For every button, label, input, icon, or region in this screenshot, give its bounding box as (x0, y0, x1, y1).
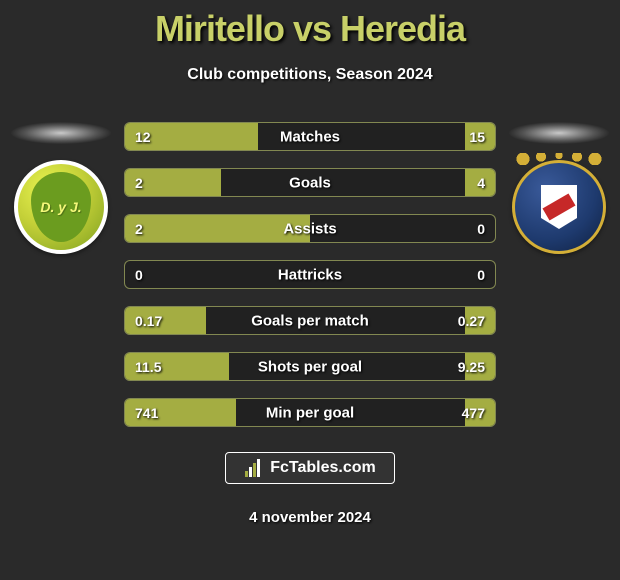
footer-date: 4 november 2024 (0, 509, 620, 526)
stat-row: 741 Min per goal 477 (124, 398, 496, 427)
shadow-ellipse (11, 122, 111, 144)
stat-row: 2 Assists 0 (124, 214, 496, 243)
left-badge-inner: D. y J. (31, 172, 91, 242)
stat-value-right: 0 (477, 267, 485, 283)
stat-row: 0.17 Goals per match 0.27 (124, 306, 496, 335)
stat-value-left: 0 (135, 267, 143, 283)
stat-label: Matches (280, 128, 340, 145)
stat-value-right: 477 (462, 405, 485, 421)
stat-value-left: 11.5 (135, 359, 161, 375)
stat-value-left: 2 (135, 175, 143, 191)
right-team-badge (512, 160, 606, 254)
content-area: D. y J. 12 Matches 15 2 Goals 4 2 Assists 0 0 Hatt… (0, 122, 620, 444)
stat-value-right: 0.27 (458, 313, 485, 329)
chart-icon (244, 459, 264, 477)
stat-value-left: 12 (135, 129, 151, 145)
stat-row: 2 Goals 4 (124, 168, 496, 197)
right-team-side (504, 122, 614, 254)
stat-row: 11.5 Shots per goal 9.25 (124, 352, 496, 381)
stat-value-left: 741 (135, 405, 158, 421)
page-subtitle: Club competitions, Season 2024 (0, 66, 620, 84)
header: Miritello vs Heredia Club competitions, … (0, 0, 620, 84)
footer: FcTables.com 4 november 2024 (0, 452, 620, 526)
page-title: Miritello vs Heredia (0, 8, 620, 50)
left-team-side: D. y J. (6, 122, 116, 254)
shadow-ellipse (509, 122, 609, 144)
stat-value-right: 0 (477, 221, 485, 237)
stats-container: 12 Matches 15 2 Goals 4 2 Assists 0 0 Hattricks 0 0.… (116, 122, 504, 444)
stat-value-left: 2 (135, 221, 143, 237)
stat-label: Assists (283, 220, 336, 237)
stat-label: Min per goal (266, 404, 354, 421)
stat-value-right: 15 (469, 129, 485, 145)
brand-text: FcTables.com (270, 459, 376, 477)
stat-row: 12 Matches 15 (124, 122, 496, 151)
stat-value-right: 4 (477, 175, 485, 191)
stat-label: Hattricks (278, 266, 342, 283)
stat-label: Shots per goal (258, 358, 362, 375)
stat-bar-left (125, 215, 310, 242)
stat-label: Goals per match (251, 312, 369, 329)
stat-value-right: 9.25 (458, 359, 485, 375)
pennant-stripe (543, 193, 576, 220)
stat-value-left: 0.17 (135, 313, 162, 329)
stat-row: 0 Hattricks 0 (124, 260, 496, 289)
left-team-badge: D. y J. (14, 160, 108, 254)
brand-box: FcTables.com (225, 452, 395, 484)
right-badge-pennant (541, 185, 577, 229)
stat-label: Goals (289, 174, 331, 191)
